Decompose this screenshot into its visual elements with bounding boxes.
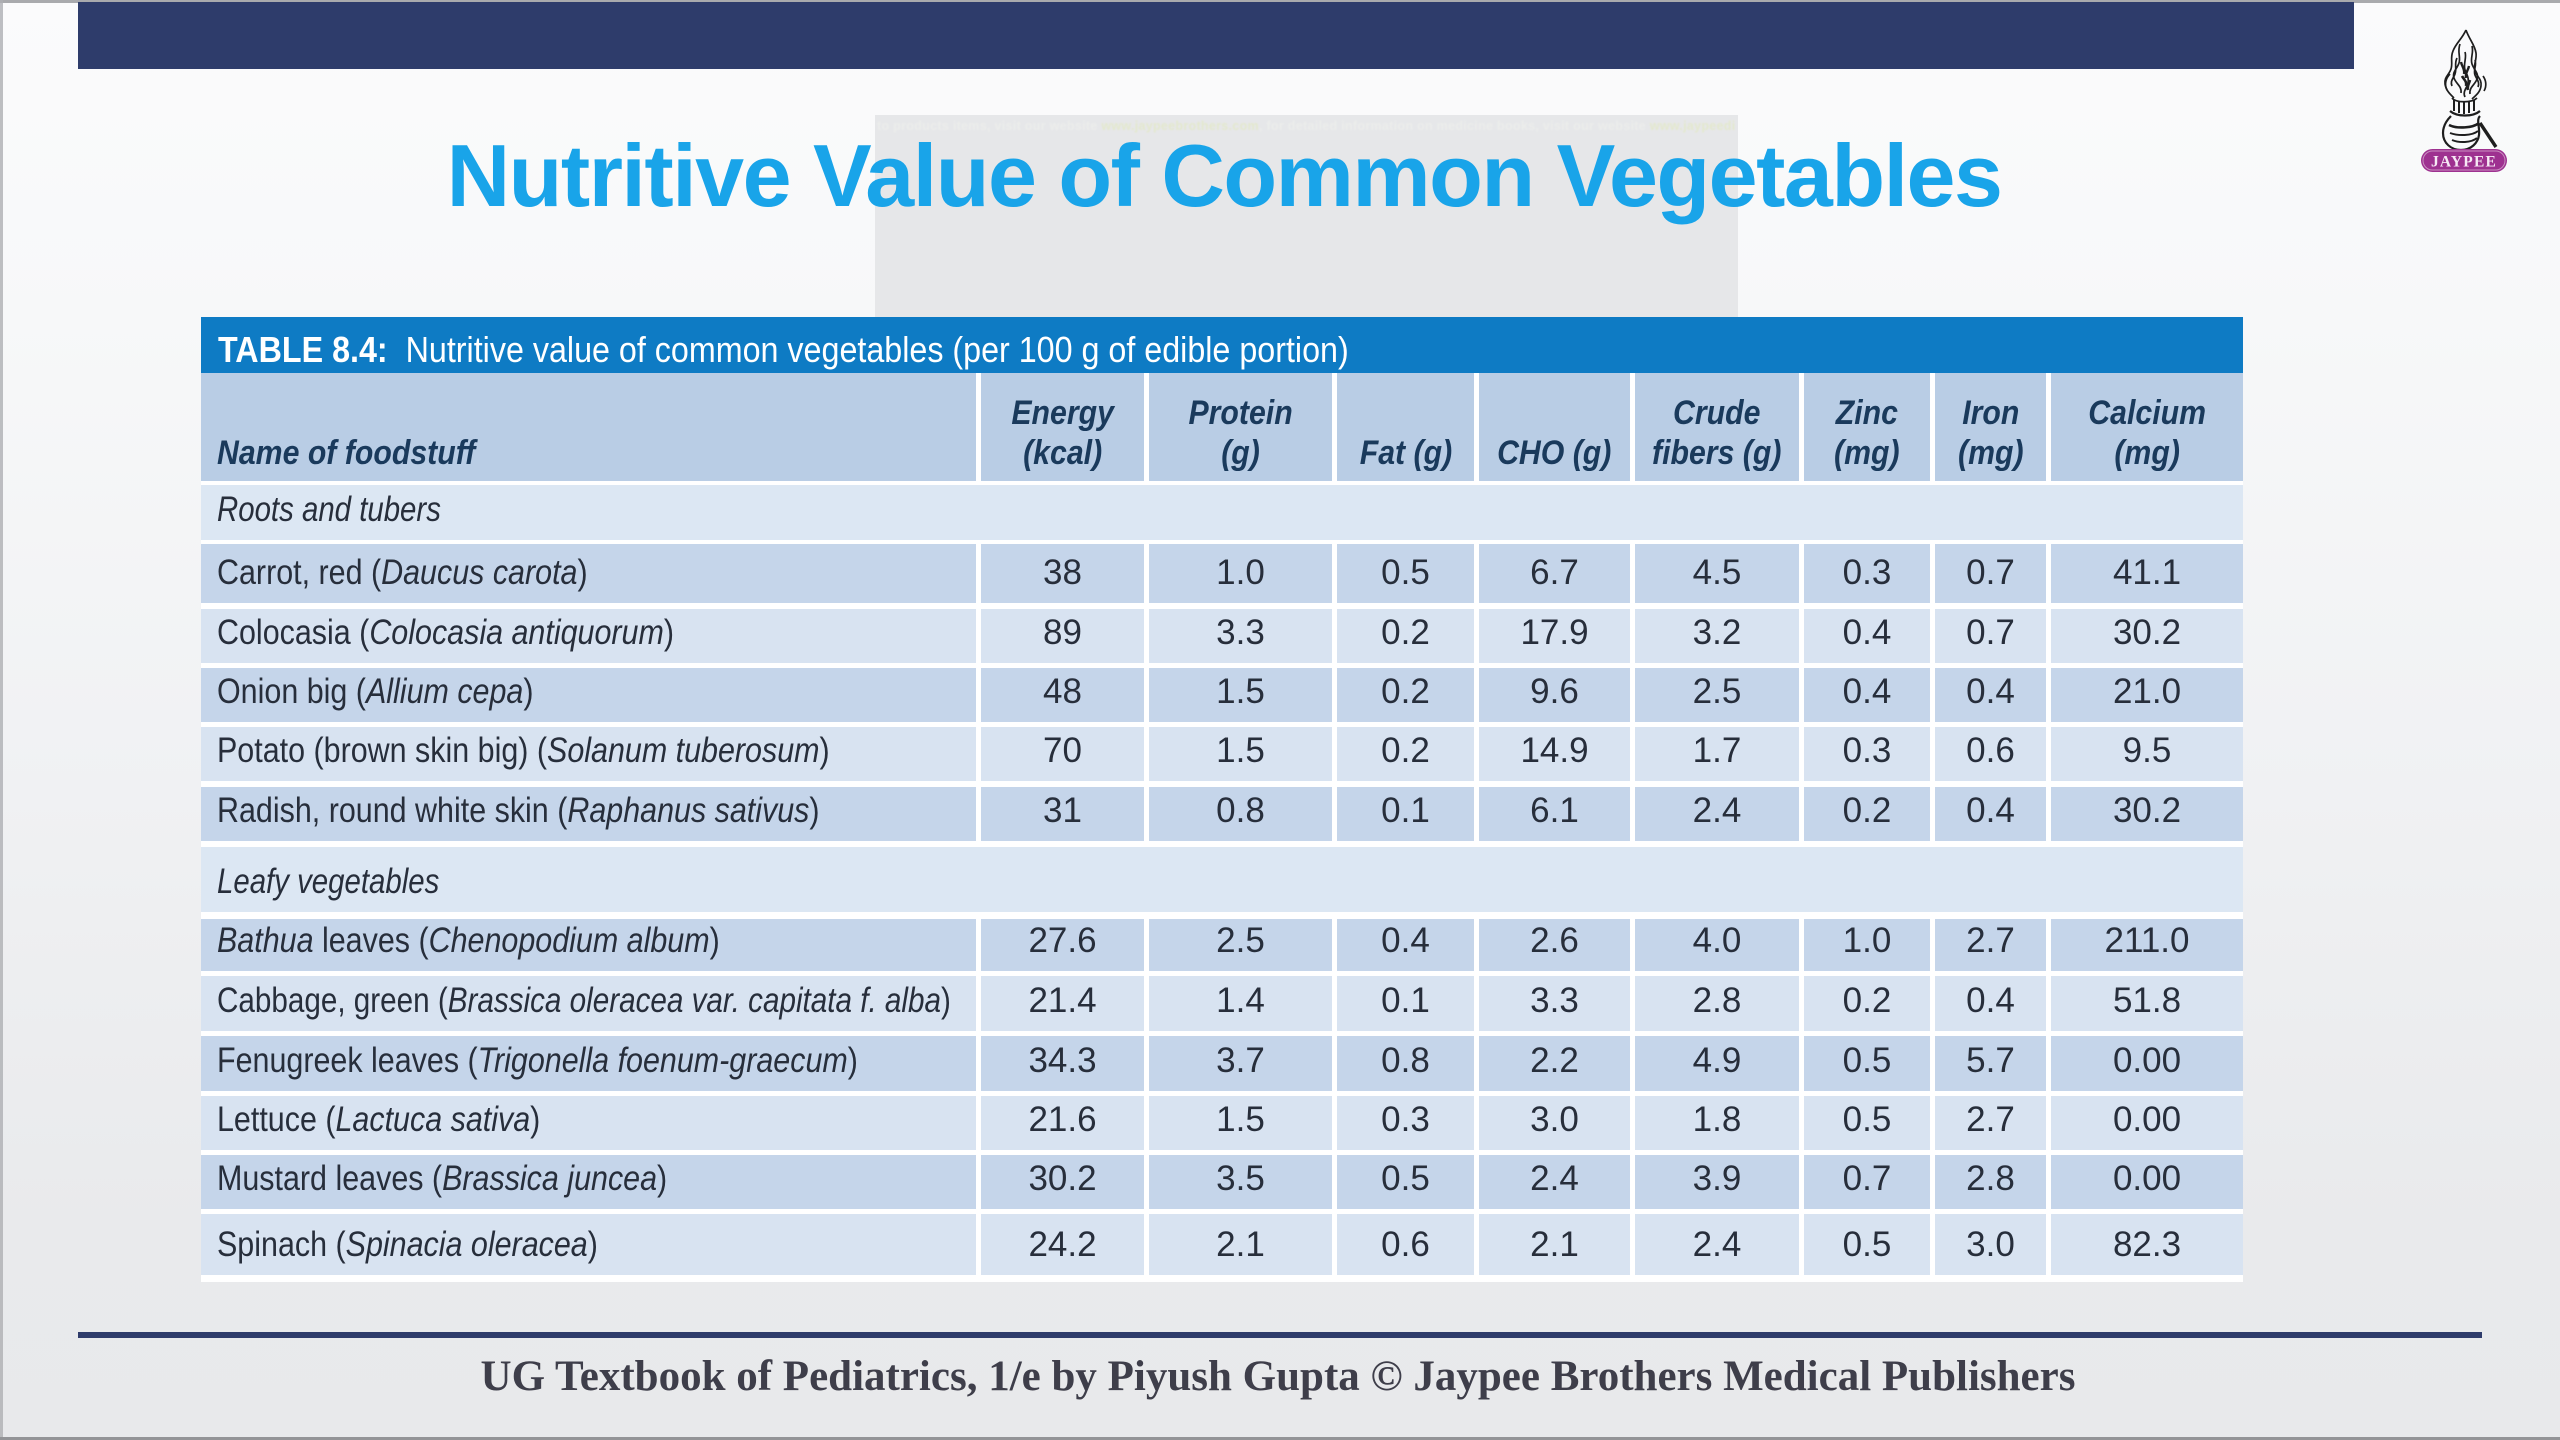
svg-text:JAYPEE: JAYPEE bbox=[2431, 154, 2497, 171]
